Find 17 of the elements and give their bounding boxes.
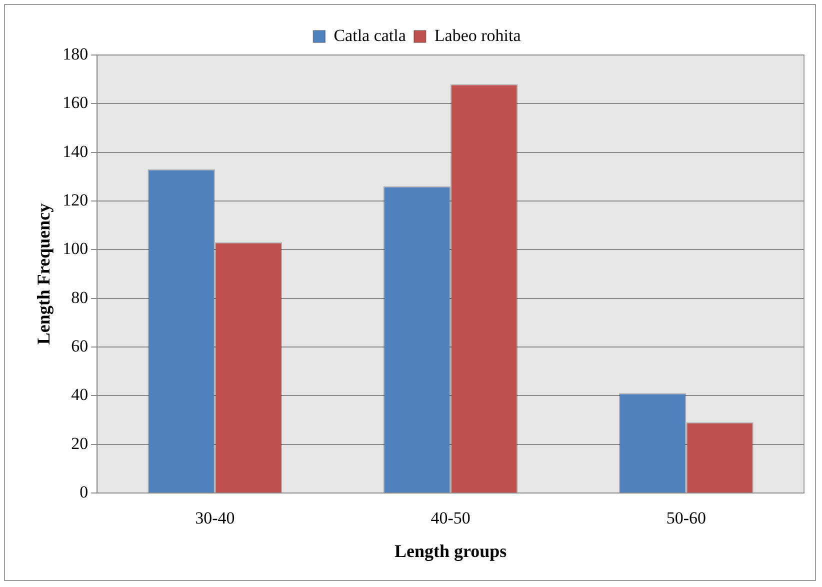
y-tick-label: 80 [71, 288, 88, 307]
y-tick-label: 180 [62, 44, 88, 64]
y-axis-title: Length Frequency [33, 203, 54, 345]
legend-label: Labeo rohita [434, 26, 522, 45]
y-tick-label: 120 [62, 190, 88, 210]
x-tick-label: 50-60 [666, 508, 706, 528]
y-tick-label: 20 [71, 434, 88, 453]
x-tick-label: 30-40 [195, 508, 235, 528]
y-tick-label: 100 [62, 239, 88, 258]
x-tick-label: 40-50 [430, 508, 470, 528]
y-tick-label: 0 [80, 482, 88, 502]
y-tick-label: 140 [62, 142, 88, 161]
y-tick-label: 40 [71, 385, 88, 404]
y-tick-label: 160 [62, 93, 88, 112]
y-tick-label: 60 [71, 336, 88, 356]
x-axis-title: Length groups [394, 540, 507, 561]
legend-label: Catla catla [334, 26, 406, 45]
